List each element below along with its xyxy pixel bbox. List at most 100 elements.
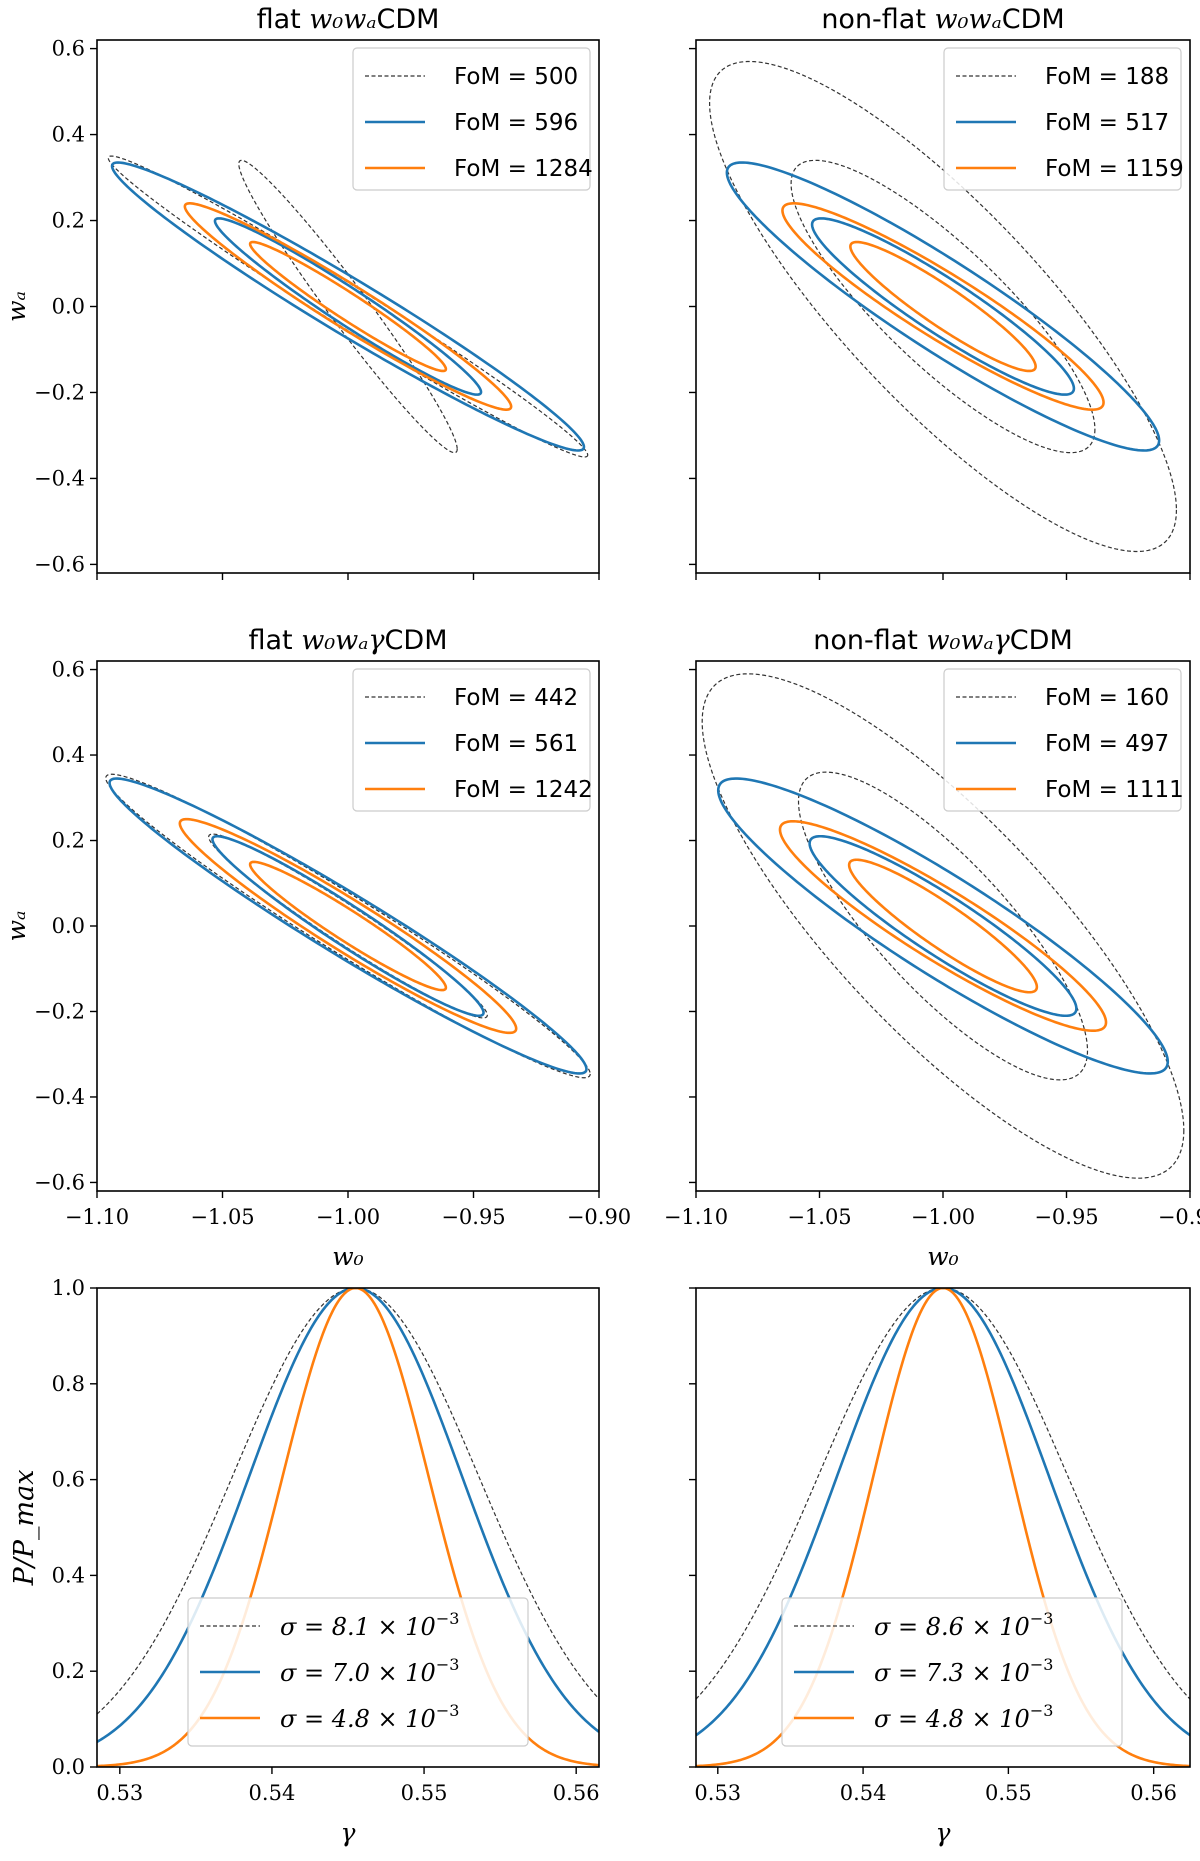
legend-box xyxy=(943,668,1182,812)
panel-6: 0.53 0.54 0.55 0.56 γ σ = 8.6 × 10−3 σ = 7.3 ×… xyxy=(689,1287,1191,1847)
panel-title-suffix: CDM xyxy=(1010,625,1073,656)
legend: FoM = 500 FoM = 596 FoM = 1284 xyxy=(352,47,593,191)
contour-series-3-level-2 xyxy=(781,202,1105,411)
legend-box xyxy=(352,668,591,812)
x-tick-label: −1.10 xyxy=(65,1205,129,1229)
panel-title: flat w₀wₐγCDM xyxy=(248,625,447,656)
x-axis-label: w₀ xyxy=(332,1242,363,1271)
contour-series-2-level-1 xyxy=(211,834,485,1018)
legend-label-2: FoM = 517 xyxy=(1045,110,1169,136)
y-tick-label: −0.4 xyxy=(34,466,85,490)
contour-series-1-level-1 xyxy=(790,159,1096,454)
legend-label-2: σ = 7.3 × 10−3 xyxy=(874,1655,1053,1687)
legend-label-1: FoM = 188 xyxy=(1045,64,1169,90)
contour-series-2-level-1 xyxy=(808,834,1078,1018)
plot-area xyxy=(708,60,1178,553)
x-tick-label: −1.05 xyxy=(787,1205,851,1229)
legend-label-exponent: −3 xyxy=(1030,1609,1054,1628)
posterior-line-1 xyxy=(696,1288,1190,1700)
panel-title-prefix: flat xyxy=(248,625,301,656)
x-tick-label: −1.00 xyxy=(316,1205,380,1229)
plot-area xyxy=(107,155,589,458)
y-axis-label: wₐ xyxy=(2,291,31,322)
legend-label-3: FoM = 1242 xyxy=(454,777,593,803)
x-tick-label: 0.54 xyxy=(840,1781,887,1805)
x-tick-label: 0.55 xyxy=(401,1781,448,1805)
panel-title-suffix: CDM xyxy=(376,4,439,35)
contour-series-2-level-2 xyxy=(108,777,588,1075)
y-tick-label: 0.0 xyxy=(52,914,85,938)
legend: σ = 8.1 × 10−3 σ = 7.0 × 10−3 σ = 4.8 × 10… xyxy=(187,1597,529,1747)
contour-series-1-level-1 xyxy=(797,771,1089,1081)
x-tick-label: 0.54 xyxy=(249,1781,296,1805)
legend-label-exponent: −3 xyxy=(1030,1701,1054,1720)
contour-series-3-level-1 xyxy=(847,858,1039,994)
x-tick-label: −1.00 xyxy=(911,1205,975,1229)
y-tick-label: 0.6 xyxy=(52,658,85,682)
y-tick-label: −0.2 xyxy=(34,380,85,404)
legend: FoM = 442 FoM = 561 FoM = 1242 xyxy=(352,668,593,812)
x-axis-label: γ xyxy=(936,1818,951,1847)
x-tick-label: −0.95 xyxy=(1034,1205,1098,1229)
contour-series-1-level-2 xyxy=(105,773,591,1079)
panel-title-math: w₀wₐγ xyxy=(926,625,1010,656)
contour-series-3-level-2 xyxy=(183,202,513,411)
legend-label-exponent: −3 xyxy=(436,1609,460,1628)
contour-series-2-level-1 xyxy=(213,217,483,396)
legend-label-2: σ = 7.0 × 10−3 xyxy=(280,1655,459,1687)
legend-label-3: σ = 4.8 × 10−3 xyxy=(874,1701,1053,1733)
contour-series-2-level-2 xyxy=(110,161,586,452)
legend-label-2: FoM = 596 xyxy=(454,110,578,136)
legend-label-1: σ = 8.6 × 10−3 xyxy=(874,1609,1053,1641)
panel-title-prefix: non-flat xyxy=(813,625,926,656)
legend-label-1: σ = 8.1 × 10−3 xyxy=(280,1609,459,1641)
legend-box xyxy=(943,47,1182,191)
panel-title: non-flat w₀wₐγCDM xyxy=(813,625,1073,656)
y-axis-label: wₐ xyxy=(2,911,31,942)
y-axis-label: P/P_max xyxy=(9,1470,40,1587)
legend-label-exponent: −3 xyxy=(436,1701,460,1720)
contour-series-3-level-1 xyxy=(248,240,448,373)
panel-title-math: w₀wₐ xyxy=(309,4,376,35)
y-tick-label: 0.4 xyxy=(52,1563,85,1587)
panel-title-suffix: CDM xyxy=(385,625,448,656)
contour-series-3-level-1 xyxy=(849,240,1037,373)
legend-label-1: FoM = 160 xyxy=(1045,685,1169,711)
y-tick-label: −0.4 xyxy=(34,1085,85,1109)
y-tick-label: 0.4 xyxy=(52,123,85,147)
legend-label-exponent: −3 xyxy=(436,1655,460,1674)
x-axis-label: w₀ xyxy=(927,1242,958,1271)
x-tick-label: −0.90 xyxy=(1158,1205,1200,1229)
x-tick-label: −1.10 xyxy=(664,1205,728,1229)
panel-1: −0.6 −0.4 −0.2 0.0 0.2 0.4 0.6 flat w₀wₐCDM wₐ Fo… xyxy=(2,4,600,580)
contour-series-1-level-1 xyxy=(238,159,458,454)
contour-series-3-level-2 xyxy=(178,817,518,1035)
axes-frame xyxy=(96,1287,600,1768)
x-tick-label: 0.56 xyxy=(553,1781,600,1805)
y-tick-label: 0.4 xyxy=(52,743,85,767)
panel-4: −1.10 −1.05 −1.00 −0.95 −0.90 non-flat w₀wₐγC… xyxy=(664,625,1200,1271)
contour-series-1-level-2 xyxy=(107,155,589,458)
panel-title: non-flat w₀wₐCDM xyxy=(821,4,1064,35)
y-tick-label: 0.2 xyxy=(52,829,85,853)
contour-series-2-level-1 xyxy=(810,217,1076,396)
y-tick-label: −0.6 xyxy=(34,1170,85,1194)
x-tick-label: −1.05 xyxy=(190,1205,254,1229)
legend-box xyxy=(352,47,591,191)
x-tick-label: 0.53 xyxy=(96,1781,143,1805)
y-tick-label: −0.2 xyxy=(34,999,85,1023)
y-tick-label: 0.6 xyxy=(52,1468,85,1492)
x-tick-label: 0.53 xyxy=(694,1781,741,1805)
y-tick-label: −0.6 xyxy=(34,552,85,576)
y-tick-label: 0.0 xyxy=(52,295,85,319)
legend: FoM = 188 FoM = 517 FoM = 1159 xyxy=(943,47,1184,191)
panel-title-math: w₀wₐ xyxy=(935,4,1002,35)
legend-label-exponent: −3 xyxy=(1030,1655,1054,1674)
legend-label-3: FoM = 1111 xyxy=(1045,777,1184,803)
legend: FoM = 160 FoM = 497 FoM = 1111 xyxy=(943,668,1184,812)
panel-3: −1.10 −1.05 −1.00 −0.95 −0.90 −0.6 −0.4 −0.2 0.0… xyxy=(2,625,631,1271)
legend-label-1: FoM = 442 xyxy=(454,685,578,711)
legend-box xyxy=(187,1597,529,1747)
legend-label-3: σ = 4.8 × 10−3 xyxy=(280,1701,459,1733)
